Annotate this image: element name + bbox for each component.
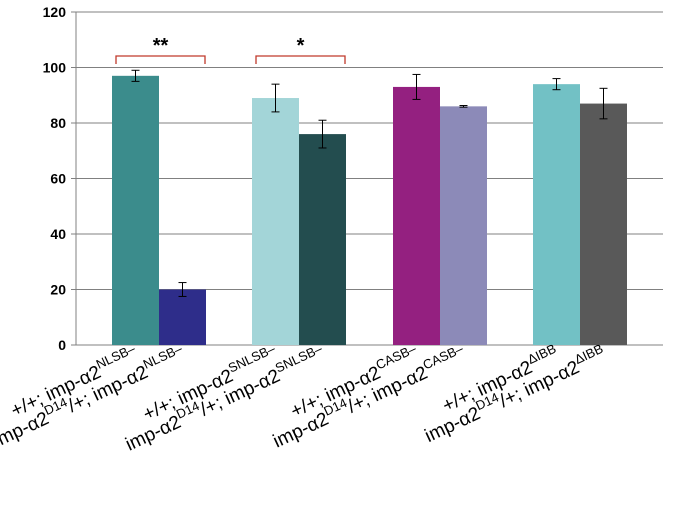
category-labels: +/+; imp-α2NLSB–imp-α2D14/+; imp-α2NLSB–… (0, 341, 605, 456)
y-tick-label: 100 (43, 60, 67, 76)
y-tick-label: 80 (50, 115, 66, 131)
significance-label: ** (153, 35, 169, 57)
bar (299, 134, 346, 345)
y-tick-label: 40 (50, 226, 66, 242)
bar (252, 98, 299, 346)
bars (112, 75, 627, 346)
bar (112, 75, 159, 345)
error-bars (131, 69, 608, 297)
bar (159, 289, 206, 345)
y-tick-label: 20 (50, 282, 66, 298)
y-tick-label: 0 (58, 337, 66, 353)
significance-brackets: ** * (115, 35, 346, 64)
significance-bracket (115, 55, 206, 64)
significance-label: * (297, 35, 305, 57)
bar (533, 84, 580, 346)
y-tick-label: 60 (50, 171, 66, 187)
bar (580, 103, 627, 345)
category-label-superscript: SNLSB– (273, 341, 325, 376)
bar (393, 86, 440, 346)
significance-bracket (255, 55, 346, 64)
y-tick-labels: 0 20 40 60 80 100 120 (43, 4, 76, 353)
y-tick-label: 120 (43, 4, 67, 20)
bar (440, 106, 487, 345)
